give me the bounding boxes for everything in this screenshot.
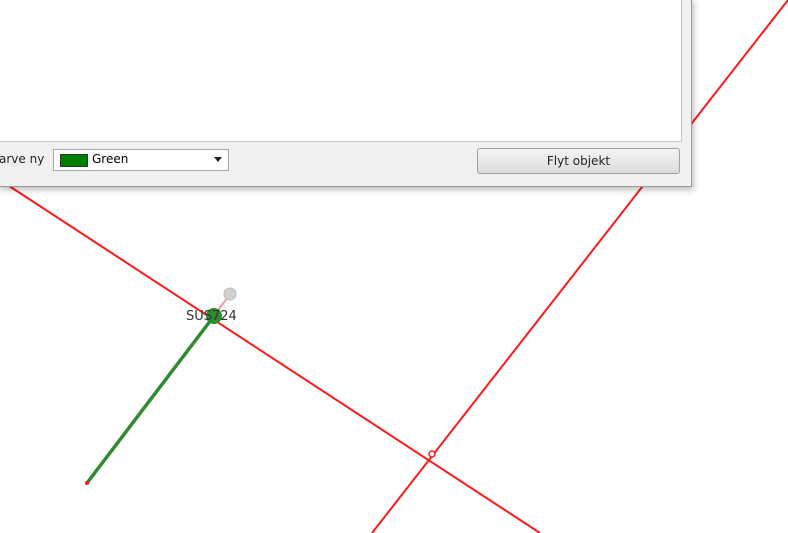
panel bbox=[0, 0, 682, 142]
node[interactable] bbox=[206, 308, 222, 324]
endpoint[interactable] bbox=[85, 481, 89, 485]
node-label: SUS724 bbox=[186, 309, 237, 324]
color-combo[interactable]: Green bbox=[53, 149, 229, 171]
road bbox=[0, 179, 541, 533]
move-button[interactable]: Flyt objekt bbox=[477, 148, 680, 174]
new-line bbox=[85, 314, 216, 485]
dropdown-arrow bbox=[214, 157, 222, 162]
junction[interactable] bbox=[428, 450, 436, 458]
handle[interactable] bbox=[223, 287, 237, 301]
color-label: arve ny bbox=[0, 152, 45, 166]
color-swatch bbox=[60, 154, 88, 167]
color-value: Green bbox=[92, 152, 129, 166]
dialog: arve ny Green Flyt objekt bbox=[0, 0, 692, 187]
road bbox=[371, 0, 788, 533]
